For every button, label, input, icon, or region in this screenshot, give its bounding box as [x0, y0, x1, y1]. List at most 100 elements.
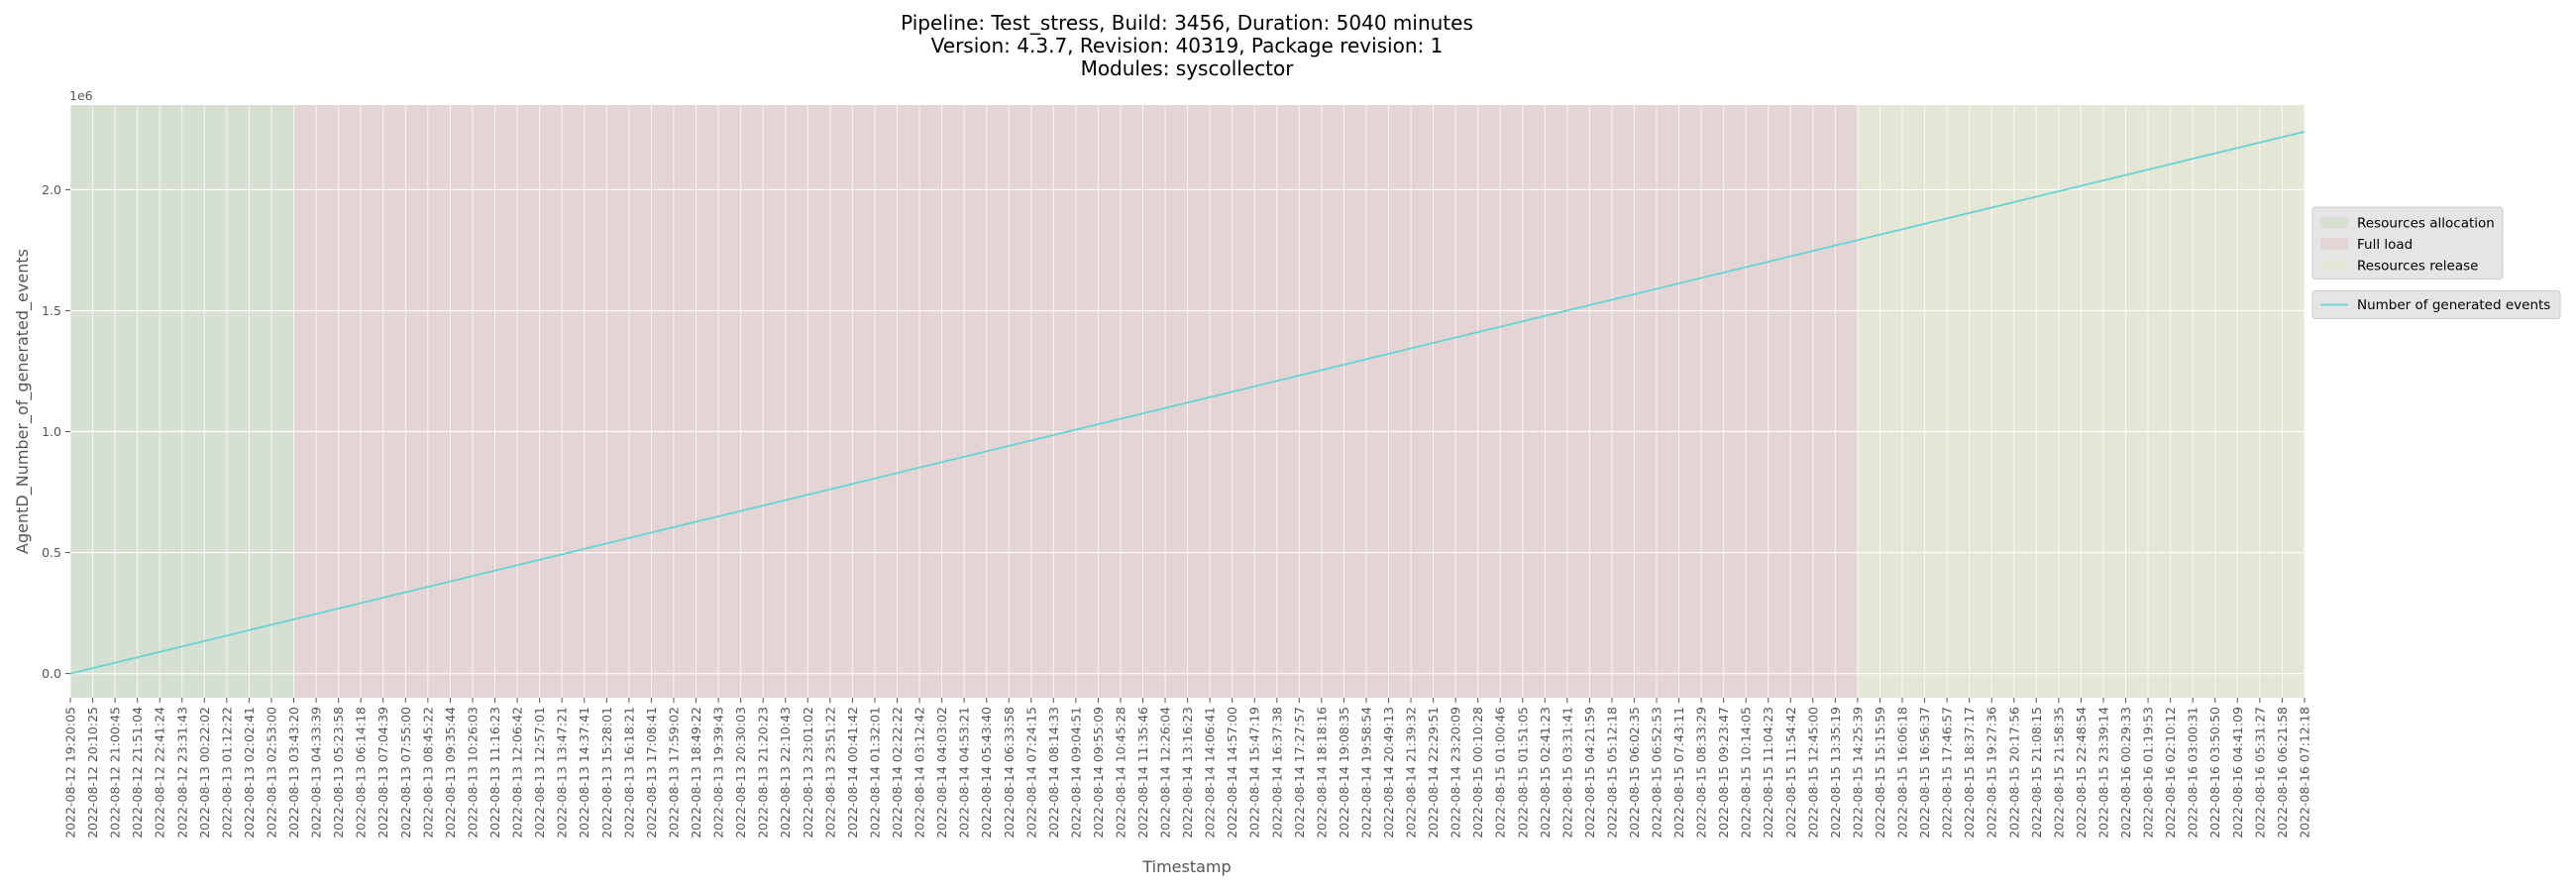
- x-tick-label: 2022-08-15 21:58:35: [2051, 707, 2066, 838]
- x-tick-label: 2022-08-13 18:49:22: [689, 707, 703, 838]
- x-tick-label: 2022-08-13 17:59:02: [666, 707, 681, 838]
- x-tick-label: 2022-08-13 03:43:20: [286, 707, 301, 838]
- x-tick-label: 2022-08-16 02:10:12: [2163, 707, 2178, 838]
- x-tick-label: 2022-08-15 04:21:59: [1582, 707, 1597, 838]
- x-tick-label: 2022-08-13 01:12:22: [219, 707, 234, 838]
- x-tick-label: 2022-08-14 05:43:40: [979, 707, 994, 838]
- x-tick-label: 2022-08-15 06:02:35: [1627, 707, 1642, 838]
- chart-title-line-3: Modules: syscollector: [1081, 56, 1295, 80]
- x-tick-label: 2022-08-12 20:10:25: [85, 707, 100, 838]
- plot-area: 2022-08-12 19:20:05 2022-08-12 20:10:25 20…: [42, 105, 2312, 838]
- x-tick-label: 2022-08-13 19:39:43: [711, 707, 726, 838]
- y-tick-label: 2.0: [42, 182, 61, 197]
- legend-series-box: [2311, 290, 2561, 319]
- x-tick-label: 2022-08-14 20:49:13: [1381, 707, 1396, 838]
- x-tick-label: 2022-08-12 23:31:43: [174, 707, 189, 838]
- x-tick-label: 2022-08-12 19:20:05: [63, 707, 78, 838]
- x-tick-label: 2022-08-15 02:41:23: [1538, 707, 1553, 838]
- x-tick-label: 2022-08-15 11:54:42: [1783, 707, 1798, 838]
- y-axis-label: AgentD_Number_of_generated_events: [13, 249, 33, 554]
- x-tick-label: 2022-08-16 06:21:58: [2275, 707, 2290, 838]
- x-tick-label: 2022-08-16 01:19:53: [2141, 707, 2156, 838]
- legend-swatch-1: [2320, 217, 2348, 228]
- x-tick-label: 2022-08-14 19:08:35: [1337, 707, 1351, 838]
- x-tick-label: 2022-08-13 05:23:58: [331, 707, 346, 838]
- x-tick-label: 2022-08-16 03:50:50: [2207, 707, 2222, 838]
- x-tick-label: 2022-08-15 20:17:56: [2006, 707, 2021, 838]
- x-tick-label: 2022-08-14 10:45:28: [1113, 707, 1127, 838]
- series-line-1: [69, 130, 2306, 675]
- legend-label-2: Full load: [2357, 237, 2413, 253]
- x-tick-label: 2022-08-13 15:28:01: [599, 707, 614, 838]
- x-tick-label: 2022-08-14 04:03:02: [934, 707, 949, 838]
- x-tick-label: 2022-08-14 07:24:15: [1023, 707, 1038, 838]
- y-tick-label: 0.5: [42, 545, 61, 560]
- x-tick-label: 2022-08-16 04:41:09: [2230, 707, 2245, 838]
- x-tick-label: 2022-08-16 00:29:33: [2118, 707, 2133, 838]
- x-tick-label: 2022-08-14 09:04:51: [1068, 707, 1083, 838]
- x-tick-label: 2022-08-15 09:23:47: [1716, 707, 1731, 838]
- x-tick-label: 2022-08-15 19:27:36: [1985, 707, 1999, 838]
- x-tick-label: 2022-08-14 16:37:38: [1269, 707, 1284, 838]
- x-tick-label: 2022-08-13 07:04:39: [376, 707, 390, 838]
- legend-series-label: Number of generated events: [2357, 297, 2550, 313]
- x-tick-label: 2022-08-15 18:37:17: [1962, 707, 1977, 838]
- legend-swatch-3: [2320, 260, 2348, 271]
- y-tick-label: 1.5: [42, 303, 61, 318]
- y-tick-label: 0.0: [42, 666, 61, 681]
- x-tick-label: 2022-08-15 07:43:11: [1671, 707, 1686, 838]
- x-tick-label: 2022-08-13 20:30:03: [733, 707, 748, 838]
- x-tick-label: 2022-08-13 14:37:41: [577, 707, 591, 838]
- x-tick-label: 2022-08-14 15:47:19: [1247, 707, 1262, 838]
- x-tick-label: 2022-08-15 05:12:18: [1604, 707, 1619, 838]
- x-tick-label: 2022-08-13 16:18:21: [621, 707, 636, 838]
- x-tick-label: 2022-08-14 14:06:41: [1203, 707, 1218, 838]
- legend-swatch-2: [2320, 238, 2348, 250]
- x-tick-label: 2022-08-16 03:00:31: [2186, 707, 2200, 838]
- x-tick-label: 2022-08-15 00:10:28: [1470, 707, 1485, 838]
- x-tick-label: 2022-08-13 22:10:43: [778, 707, 793, 838]
- x-tick-label: 2022-08-13 09:35:44: [443, 707, 458, 838]
- x-tick-label: 2022-08-14 06:33:58: [1002, 707, 1017, 838]
- x-tick-label: 2022-08-15 14:25:39: [1850, 707, 1865, 838]
- x-tick-label: 2022-08-14 08:14:33: [1046, 707, 1061, 838]
- x-tick-label: 2022-08-14 17:27:57: [1292, 707, 1307, 838]
- x-tick-label: 2022-08-15 21:08:15: [2029, 707, 2044, 838]
- x-tick-label: 2022-08-14 13:16:23: [1180, 707, 1195, 838]
- x-tick-label: 2022-08-13 12:57:01: [532, 707, 547, 838]
- x-tick-label: 2022-08-15 15:15:59: [1873, 707, 1887, 838]
- x-tick-label: 2022-08-15 23:39:14: [2095, 707, 2110, 838]
- x-tick-label: 2022-08-13 17:08:41: [644, 707, 659, 838]
- legend-phases-box: [2311, 206, 2504, 279]
- x-tick-label: 2022-08-15 22:48:54: [2074, 707, 2089, 838]
- x-tick-label: 2022-08-13 08:45:22: [420, 707, 435, 838]
- y-offset-label: 1e6: [69, 88, 93, 103]
- x-tick-label: 2022-08-13 07:55:00: [398, 707, 413, 838]
- x-tick-label: 2022-08-14 21:39:32: [1404, 707, 1419, 838]
- x-tick-label: 2022-08-14 12:26:04: [1158, 707, 1173, 838]
- legend-label-3: Resources release: [2357, 259, 2478, 275]
- chart-title-line-2: Version: 4.3.7, Revision: 40319, Package…: [931, 34, 1444, 57]
- y-tick-label: 1.0: [42, 424, 61, 439]
- x-tick-label: 2022-08-14 00:41:42: [845, 707, 860, 838]
- x-tick-label: 2022-08-13 06:14:18: [354, 707, 369, 838]
- x-tick-label: 2022-08-14 22:29:51: [1426, 707, 1441, 838]
- x-tick-label: 2022-08-15 06:52:53: [1650, 707, 1664, 838]
- legend: Resources allocation Full load Resources r…: [2311, 206, 2561, 319]
- x-tick-label: 2022-08-16 07:12:18: [2298, 707, 2312, 838]
- x-tick-label: 2022-08-16 05:31:27: [2252, 707, 2267, 838]
- x-tick-label: 2022-08-15 01:51:05: [1515, 707, 1530, 838]
- x-tick-label: 2022-08-13 23:01:02: [801, 707, 815, 838]
- x-tick-label: 2022-08-13 13:47:21: [555, 707, 570, 838]
- x-tick-label: 2022-08-15 17:46:57: [1940, 707, 1955, 838]
- x-tick-label: 2022-08-15 10:14:05: [1739, 707, 1754, 838]
- x-tick-label: 2022-08-14 01:32:01: [867, 707, 882, 838]
- x-tick-label: 2022-08-15 01:00:46: [1493, 707, 1508, 838]
- x-tick-label: 2022-08-13 04:33:39: [309, 707, 324, 838]
- x-tick-label: 2022-08-14 23:20:09: [1449, 707, 1463, 838]
- x-tick-label: 2022-08-12 22:41:24: [153, 707, 167, 838]
- x-tick-label: 2022-08-14 03:12:42: [912, 707, 927, 838]
- x-tick-label: 2022-08-15 13:35:19: [1828, 707, 1843, 838]
- chart-title-line-1: Pipeline: Test_stress, Build: 3456, Dura…: [901, 11, 1473, 35]
